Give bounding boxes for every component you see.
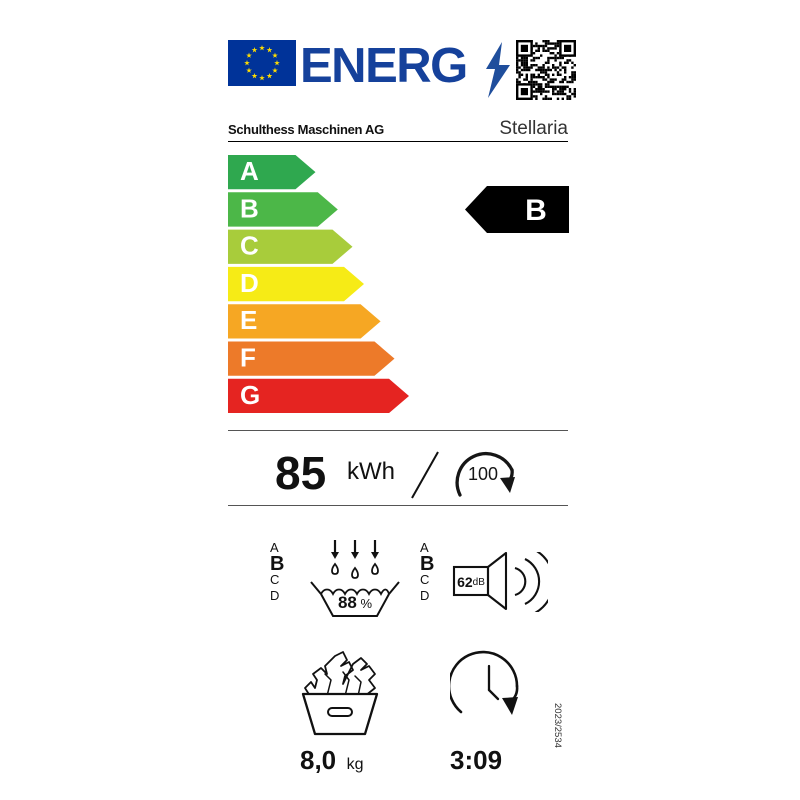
svg-text:C: C bbox=[240, 231, 259, 261]
svg-text:88 %: 88 % bbox=[338, 593, 373, 612]
svg-text:G: G bbox=[240, 380, 260, 410]
svg-text:B: B bbox=[240, 193, 259, 223]
svg-text:F: F bbox=[240, 343, 256, 373]
svg-text:B: B bbox=[525, 194, 547, 227]
svg-text:A: A bbox=[240, 156, 259, 186]
svg-text:D: D bbox=[240, 268, 259, 298]
svg-text:62dB: 62dB bbox=[457, 574, 485, 590]
svg-text:100: 100 bbox=[468, 464, 498, 484]
svg-text:E: E bbox=[240, 305, 257, 335]
